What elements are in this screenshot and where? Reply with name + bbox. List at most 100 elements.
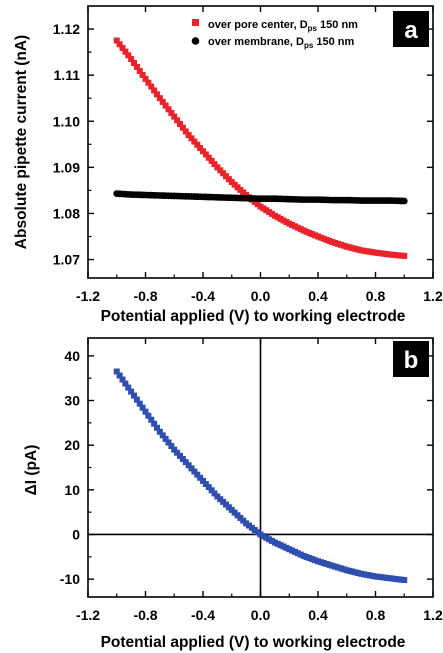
data-point <box>185 132 192 139</box>
panel-a-badge-box <box>393 11 429 47</box>
data-point <box>162 102 169 109</box>
y-tick-label: 20 <box>64 437 80 453</box>
data-point <box>113 368 120 375</box>
data-point <box>145 412 152 419</box>
y-tick-label: 1.07 <box>53 252 80 268</box>
data-point <box>202 151 209 158</box>
panel-b-reference-lines <box>88 338 433 597</box>
panel-b-badge-letter: b <box>404 347 419 374</box>
panel-b-badge-box <box>393 341 429 377</box>
data-point <box>179 456 186 463</box>
data-point <box>139 71 146 78</box>
x-tick-label: 0.4 <box>308 288 328 304</box>
data-point <box>154 424 160 431</box>
data-point <box>182 459 189 466</box>
data-point <box>136 400 143 407</box>
data-point <box>401 577 408 584</box>
data-point <box>174 449 181 456</box>
data-point <box>125 384 132 391</box>
data-point <box>145 79 152 86</box>
panel-a: -1.2 -0.8 -0.4 0.0 0.4 0.8 1.2 1.07 1.08 1.09 1.1… <box>13 5 443 325</box>
panel-a-badge: a <box>393 11 429 47</box>
x-tick-label: -0.4 <box>191 607 215 623</box>
data-point <box>159 432 166 439</box>
panel-b-badge: b <box>393 341 429 377</box>
panel-a-y-axis-label: Absolute pipette current (nA) <box>13 35 30 249</box>
data-point <box>122 380 129 387</box>
data-point <box>208 487 215 494</box>
panel-b-x-axis-label: Potential applied (V) to working electro… <box>101 634 406 651</box>
x-tick-label: -0.4 <box>191 288 215 304</box>
panel-a-x-ticks: -1.2 -0.8 -0.4 0.0 0.4 0.8 1.2 <box>76 6 443 304</box>
data-point <box>171 446 178 453</box>
data-point <box>128 56 135 63</box>
legend-label-pore-center: over pore center, Dps 150 nm <box>208 19 358 33</box>
panel-a-badge-letter: a <box>404 17 418 44</box>
y-tick-label: 30 <box>64 393 80 409</box>
x-tick-label: -1.2 <box>76 607 100 623</box>
data-point <box>151 420 158 427</box>
data-point <box>119 44 126 51</box>
data-point <box>171 113 178 120</box>
data-point <box>165 106 172 113</box>
data-point <box>148 83 155 90</box>
data-point <box>165 439 172 446</box>
data-point <box>148 416 155 423</box>
data-point <box>168 109 175 116</box>
panel-a-y-ticks: 1.07 1.08 1.09 1.10 1.11 1.12 <box>53 21 433 268</box>
data-point <box>151 87 158 94</box>
data-point <box>205 484 212 491</box>
x-tick-label: -0.8 <box>133 288 157 304</box>
x-tick-label: 0.8 <box>366 607 386 623</box>
x-tick-label: 0.8 <box>366 288 386 304</box>
data-point <box>194 141 201 148</box>
data-point <box>182 128 189 135</box>
data-point <box>116 41 123 48</box>
x-tick-label: -0.8 <box>133 607 157 623</box>
data-point <box>177 452 183 459</box>
data-point <box>139 404 146 411</box>
data-point <box>125 52 132 59</box>
data-point <box>211 490 218 497</box>
data-point <box>401 252 408 259</box>
panel-b-x-ticks: -1.2 -0.8 -0.4 0.0 0.4 0.8 1.2 <box>76 338 443 623</box>
y-tick-label: 1.12 <box>53 21 80 37</box>
data-point <box>174 117 181 124</box>
y-tick-label: -10 <box>60 571 80 587</box>
data-point <box>131 59 137 66</box>
data-point <box>131 392 137 399</box>
data-point <box>185 462 192 469</box>
data-point <box>154 91 160 98</box>
data-point <box>156 95 163 102</box>
data-point <box>177 121 183 128</box>
data-point <box>142 408 149 415</box>
data-point <box>122 48 129 55</box>
data-point <box>113 37 120 44</box>
data-point <box>194 471 201 478</box>
data-point <box>211 161 218 168</box>
data-point <box>119 376 126 383</box>
data-point <box>136 67 143 74</box>
x-tick-label: 1.2 <box>423 288 443 304</box>
panel-a-data-marks <box>113 37 408 259</box>
x-tick-label: 0.4 <box>308 607 328 623</box>
x-tick-label: 0.0 <box>251 288 271 304</box>
y-tick-label: 10 <box>64 482 80 498</box>
data-point <box>205 154 212 161</box>
x-tick-label: -1.2 <box>76 288 100 304</box>
y-tick-label: 1.08 <box>53 205 80 221</box>
y-tick-label: 1.10 <box>53 113 80 129</box>
panel-a-x-axis-label: Potential applied (V) to working electro… <box>101 308 406 325</box>
data-point <box>208 157 215 164</box>
legend-marker-pore-center <box>192 19 199 26</box>
data-point <box>200 148 206 155</box>
y-tick-label: 0 <box>72 526 80 542</box>
data-point <box>197 144 204 151</box>
panel-b-y-axis-label: ΔI (pA) <box>23 445 40 496</box>
panel-b-y-ticks: -10 0 10 20 30 40 <box>60 348 433 587</box>
data-point <box>142 75 149 82</box>
data-point <box>133 63 140 70</box>
legend-label-membrane: over membrane, Dps 150 nm <box>208 36 355 50</box>
data-point <box>133 396 140 403</box>
